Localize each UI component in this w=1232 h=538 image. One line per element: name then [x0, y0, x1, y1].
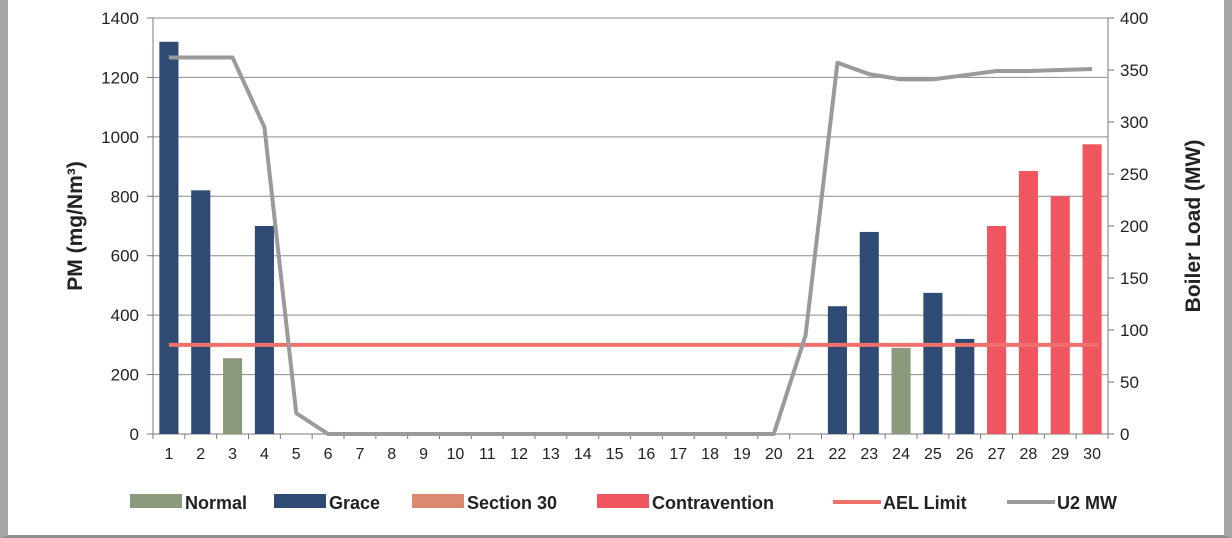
left-axis-tick-label: 600: [111, 247, 139, 266]
left-axis-tick-label: 0: [130, 425, 139, 444]
x-axis-tick-label: 2: [196, 446, 205, 463]
legend-label-ael-limit: AEL Limit: [883, 493, 967, 513]
series-line-u2-mw: [168, 55, 1093, 436]
bar-grace: [254, 226, 274, 434]
x-axis-tick-label: 28: [1020, 446, 1038, 463]
right-axis-tick-label: 100: [1120, 321, 1148, 340]
right-axis-tick-label: 150: [1120, 269, 1148, 288]
bar-normal: [891, 347, 911, 434]
x-axis-tick-label: 10: [447, 446, 465, 463]
legend-label-normal: Normal: [185, 493, 247, 513]
bar-grace: [191, 190, 211, 434]
x-axis-tick-label: 15: [606, 446, 624, 463]
pm-boiler-load-chart: 0200400600800100012001400050100150200250…: [64, 9, 1205, 513]
bar-contravention: [987, 226, 1007, 434]
right-axis-tick-label: 250: [1120, 165, 1148, 184]
x-axis-tick-label: 26: [956, 446, 974, 463]
bar-grace: [955, 338, 975, 434]
legend-swatch-section-30: [412, 494, 464, 508]
right-axis-tick-label: 200: [1120, 217, 1148, 236]
x-axis-tick-label: 4: [260, 446, 269, 463]
right-axis-tick-label: 400: [1120, 9, 1148, 28]
legend-swatch-contravention: [597, 494, 649, 508]
left-axis-title: PM (mg/Nm³): [64, 161, 87, 291]
x-axis-tick-label: 29: [1051, 446, 1069, 463]
x-axis-tick-label: 19: [733, 446, 751, 463]
left-axis-tick-label: 800: [111, 187, 139, 206]
legend-swatch-normal: [130, 494, 182, 508]
x-axis-tick-label: 14: [574, 446, 592, 463]
x-axis-tick-label: 3: [228, 446, 237, 463]
x-axis-tick-label: 13: [542, 446, 560, 463]
x-axis-tick-label: 5: [292, 446, 301, 463]
left-axis-tick-label: 200: [111, 366, 139, 385]
x-axis-tick-label: 11: [479, 446, 496, 463]
x-axis-tick-label: 22: [829, 446, 847, 463]
bar-normal: [223, 358, 243, 434]
x-axis-tick-label: 30: [1083, 446, 1101, 463]
x-axis-tick-label: 8: [387, 446, 396, 463]
bar-contravention: [1082, 144, 1102, 435]
legend-label-section-30: Section 30: [467, 493, 557, 513]
bar-contravention: [1050, 196, 1070, 434]
x-axis-tick-label: 20: [765, 446, 783, 463]
x-axis-tick-label: 25: [924, 446, 942, 463]
x-axis-tick-label: 21: [797, 446, 815, 463]
right-axis-tick-label: 350: [1120, 61, 1148, 80]
x-axis-tick-label: 6: [324, 446, 333, 463]
x-axis-tick-label: 18: [701, 446, 719, 463]
left-axis-tick-label: 1200: [101, 68, 139, 87]
right-axis-tick-label: 300: [1120, 113, 1148, 132]
x-axis-tick-label: 12: [510, 446, 528, 463]
legend-label-contravention: Contravention: [652, 493, 774, 513]
bar-grace: [859, 231, 879, 434]
x-axis-tick-label: 24: [892, 446, 910, 463]
x-axis-tick-label: 16: [638, 446, 656, 463]
bar-contravention: [1018, 171, 1038, 434]
bar-grace: [159, 41, 179, 435]
x-axis-tick-label: 23: [860, 446, 878, 463]
legend-label-grace: Grace: [329, 493, 380, 513]
x-axis-tick-label: 7: [355, 446, 364, 463]
right-axis-title: Boiler Load (MW): [1182, 140, 1205, 313]
x-axis-tick-label: 1: [164, 446, 173, 463]
legend-swatch-grace: [274, 494, 326, 508]
left-axis-tick-label: 1000: [101, 128, 139, 147]
right-axis-tick-label: 50: [1120, 373, 1139, 392]
right-axis-tick-label: 0: [1120, 425, 1129, 444]
x-axis-tick-label: 9: [419, 446, 428, 463]
bar-grace: [923, 292, 943, 434]
left-axis-tick-label: 400: [111, 306, 139, 325]
left-axis-tick-label: 1400: [101, 9, 139, 28]
bar-grace: [827, 306, 847, 434]
x-axis-tick-label: 27: [988, 446, 1006, 463]
legend-label-u2-mw: U2 MW: [1057, 493, 1117, 513]
x-axis-tick-label: 17: [669, 446, 687, 463]
